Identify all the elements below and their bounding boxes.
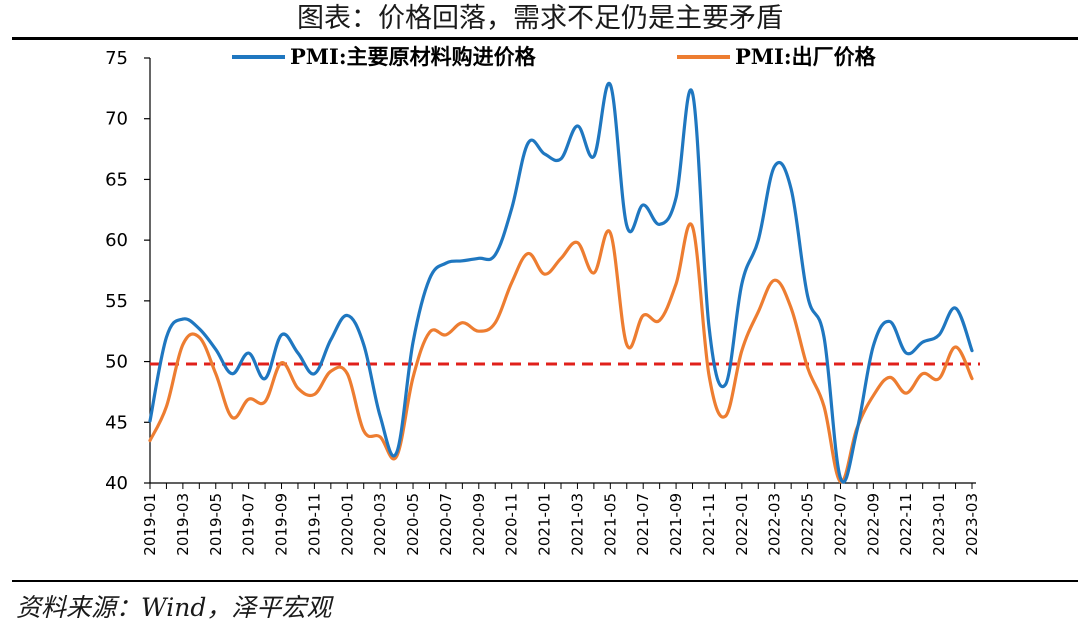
x-tick-label: 2019-09 — [273, 493, 291, 556]
y-tick-label: 55 — [105, 291, 128, 312]
legend: PMI:主要原材料购进价格 PMI:出厂价格 — [232, 44, 877, 69]
x-tick-label: 2021-07 — [634, 493, 652, 556]
top-rule — [12, 37, 1078, 40]
x-tick-label: 2019-05 — [207, 493, 225, 556]
legend-label-series2: PMI:出厂价格 — [735, 44, 877, 69]
x-tick-label: 2020-05 — [404, 493, 422, 556]
x-tick-label: 2021-05 — [601, 493, 619, 556]
y-tick-label: 65 — [105, 169, 128, 190]
x-tick-label: 2021-03 — [568, 493, 586, 556]
source-note: 资料来源：Wind，泽平宏观 — [16, 593, 332, 622]
y-tick-label: 60 — [105, 230, 128, 251]
x-tick-label: 2021-11 — [700, 493, 718, 556]
y-tick-label: 50 — [105, 352, 128, 373]
x-tick-label: 2021-01 — [536, 493, 554, 556]
x-tick-label: 2022-01 — [733, 493, 751, 556]
x-tick-label: 2022-05 — [799, 493, 817, 556]
x-tick-label: 2020-01 — [338, 493, 356, 556]
x-tick-label: 2020-03 — [371, 493, 389, 556]
x-tick-label: 2020-11 — [503, 493, 521, 556]
series-lines — [148, 81, 974, 484]
x-tick-label: 2020-07 — [437, 493, 455, 556]
x-tick-label: 2019-01 — [141, 493, 159, 556]
series-line-raw-material-price — [148, 81, 974, 484]
x-tick-label: 2019-07 — [240, 493, 258, 556]
chart-area: 40 45 50 55 60 65 70 75 2019-01 2019-03 2019-05 201… — [105, 44, 981, 556]
chart-title: 图表：价格回落，需求不足仍是主要矛盾 — [297, 3, 783, 34]
y-tick-label: 70 — [105, 109, 128, 130]
x-tick-label: 2022-07 — [831, 493, 849, 556]
y-tick-label: 75 — [105, 48, 128, 69]
bottom-rule — [12, 580, 1078, 582]
x-tick-label: 2022-09 — [864, 493, 882, 556]
x-tick-label: 2019-03 — [174, 493, 192, 556]
x-tick-label: 2022-03 — [766, 493, 784, 556]
x-tick-label: 2023-01 — [930, 493, 948, 556]
x-tick-label: 2020-09 — [470, 493, 488, 556]
y-tick-label: 45 — [105, 412, 128, 433]
x-tick-label: 2022-11 — [897, 493, 915, 556]
legend-label-series1: PMI:主要原材料购进价格 — [290, 44, 537, 69]
x-tick-label: 2019-11 — [305, 493, 323, 556]
axes: 40 45 50 55 60 65 70 75 2019-01 2019-03 2019-05 201… — [105, 48, 981, 556]
x-tick-label: 2023-03 — [963, 493, 981, 556]
series-line-output-price — [148, 222, 974, 484]
y-tick-label: 40 — [105, 473, 128, 494]
x-tick-label: 2021-09 — [667, 493, 685, 556]
